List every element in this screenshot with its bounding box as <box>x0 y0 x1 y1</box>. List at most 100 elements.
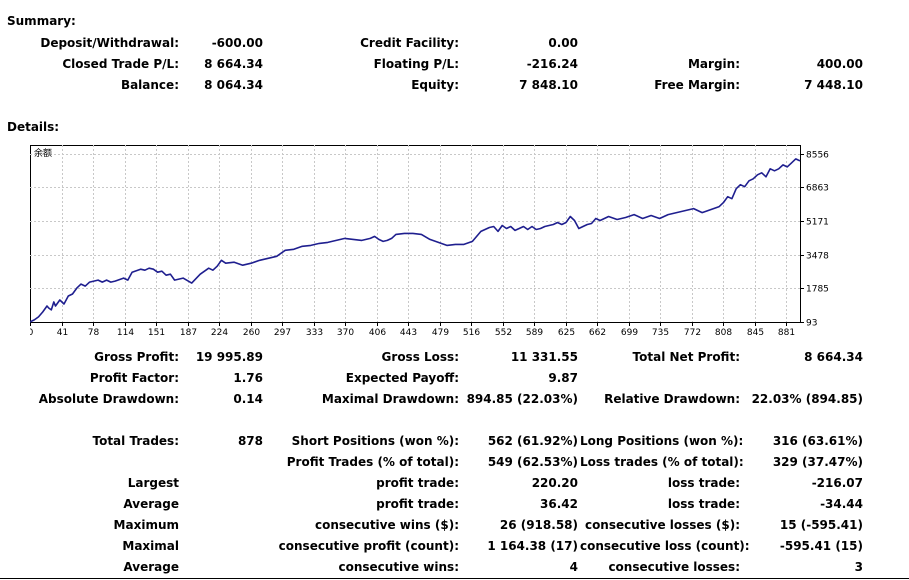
relative-drawdown-label: Relative Drawdown: <box>604 392 740 406</box>
total-net-profit-label: Total Net Profit: <box>632 350 740 364</box>
x-tick-label: 516 <box>463 328 480 338</box>
row-label-1: consecutive wins ($): <box>314 518 459 532</box>
loss-trades-label: Loss trades (% of total): <box>580 455 744 469</box>
balance-label: Balance: <box>120 78 179 92</box>
y-tick-label: 5171 <box>806 218 829 228</box>
x-tick-label: 370 <box>337 328 354 338</box>
row-value-1: 26 (918.58) <box>499 518 578 532</box>
loss-trades-value: 329 (37.47%) <box>772 455 863 469</box>
floating-pl-label: Floating P/L: <box>373 57 459 71</box>
gross-loss-label: Gross Loss: <box>381 350 459 364</box>
row-value-2: -34.44 <box>820 497 863 511</box>
equity-value: 7 848.10 <box>519 78 578 92</box>
row-label-2: consecutive losses ($): <box>584 518 740 532</box>
y-tick-label: 3478 <box>806 252 829 262</box>
x-tick-label: 735 <box>652 328 669 338</box>
x-tick-label: 151 <box>148 328 165 338</box>
absolute-drawdown-value: 0.14 <box>233 392 263 406</box>
x-tick-label: 699 <box>621 328 638 338</box>
series-label: 余额 <box>34 147 52 159</box>
x-tick-label: 772 <box>684 328 701 338</box>
x-tick-label: 662 <box>589 328 606 338</box>
row-value-2: 3 <box>854 560 863 574</box>
row-value-2: 15 (-595.41) <box>779 518 863 532</box>
maximal-drawdown-value: 894.85 (22.03%) <box>466 392 578 406</box>
gross-profit-value: 19 995.89 <box>195 350 263 364</box>
expected-payoff-label: Expected Payoff: <box>345 371 459 385</box>
closed-trade-pl-value: 8 664.34 <box>204 57 263 71</box>
deposit-withdrawal-value: -600.00 <box>211 36 263 50</box>
floating-pl-value: -216.24 <box>526 57 578 71</box>
x-tick-label: 297 <box>274 328 291 338</box>
closed-trade-pl-label: Closed Trade P/L: <box>62 57 179 71</box>
long-positions-value: 316 (63.61%) <box>772 434 863 448</box>
row-value-1: 1 164.38 (17) <box>487 539 578 553</box>
long-positions-label: Long Positions (won %): <box>580 434 744 448</box>
row-value-2: -216.07 <box>811 476 863 490</box>
balance-chart: 93 1785 3478 5171 6863 8556 0 41 78 114 151 187 224 2… <box>28 145 880 340</box>
row-label-1: profit trade: <box>376 476 459 490</box>
x-tick-label: 406 <box>369 328 386 338</box>
row-value-1: 36.42 <box>540 497 578 511</box>
total-net-profit-value: 8 664.34 <box>804 350 863 364</box>
profit-factor-value: 1.76 <box>233 371 263 385</box>
x-tick-label: 41 <box>57 328 68 338</box>
deposit-withdrawal-label: Deposit/Withdrawal: <box>40 36 179 50</box>
row-label-2: consecutive losses: <box>608 560 740 574</box>
summary-title: Summary: <box>7 14 76 28</box>
x-tick-label: 845 <box>747 328 764 338</box>
x-tick-label: 187 <box>180 328 197 338</box>
credit-facility-value: 0.00 <box>548 36 578 50</box>
row-label-2: loss trade: <box>667 476 740 490</box>
bottom-divider <box>0 578 909 579</box>
gross-profit-label: Gross Profit: <box>94 350 179 364</box>
absolute-drawdown-label: Absolute Drawdown: <box>38 392 179 406</box>
row-label-1: consecutive wins: <box>338 560 459 574</box>
profit-trades-label: Profit Trades (% of total): <box>286 455 459 469</box>
balance-line <box>29 158 801 323</box>
x-tick-label: 333 <box>306 328 323 338</box>
total-trades-label: Total Trades: <box>92 434 179 448</box>
credit-facility-label: Credit Facility: <box>360 36 459 50</box>
short-positions-value: 562 (61.92%) <box>487 434 578 448</box>
details-title: Details: <box>7 120 60 134</box>
x-tick-label: 443 <box>400 328 417 338</box>
maximal-drawdown-label: Maximal Drawdown: <box>321 392 459 406</box>
gross-loss-value: 11 331.55 <box>510 350 578 364</box>
y-tick-label: 8556 <box>806 151 829 161</box>
equity-label: Equity: <box>411 78 459 92</box>
x-tick-label: 625 <box>558 328 575 338</box>
x-tick-label: 589 <box>526 328 543 338</box>
x-tick-label: 479 <box>432 328 449 338</box>
total-trades-value: 878 <box>237 434 263 448</box>
x-tick-label: 0 <box>30 328 34 338</box>
free-margin-label: Free Margin: <box>654 78 740 92</box>
row-label-2: consecutive loss (count): <box>580 539 750 553</box>
row-label-1: profit trade: <box>376 497 459 511</box>
row-label-2: loss trade: <box>667 497 740 511</box>
balance-value: 8 064.34 <box>204 78 263 92</box>
x-tick-label: 260 <box>243 328 260 338</box>
relative-drawdown-value: 22.03% (894.85) <box>751 392 863 406</box>
x-tick-label: 808 <box>715 328 732 338</box>
row-value-1: 220.20 <box>531 476 578 490</box>
profit-factor-label: Profit Factor: <box>89 371 179 385</box>
margin-value: 400.00 <box>816 57 863 71</box>
y-tick-label: 1785 <box>806 285 829 295</box>
row-value-2: -595.41 (15) <box>779 539 863 553</box>
x-tick-label: 78 <box>88 328 100 338</box>
margin-label: Margin: <box>687 57 740 71</box>
row-group-label: Largest <box>127 476 179 490</box>
profit-trades-value: 549 (62.53%) <box>487 455 578 469</box>
free-margin-value: 7 448.10 <box>804 78 863 92</box>
x-tick-label: 224 <box>211 328 228 338</box>
row-group-label: Average <box>123 560 179 574</box>
y-tick-label: 6863 <box>806 184 829 194</box>
y-tick-label: 93 <box>806 319 817 329</box>
row-group-label: Average <box>123 497 179 511</box>
row-label-1: consecutive profit (count): <box>278 539 459 553</box>
x-tick-label: 114 <box>117 328 134 338</box>
x-tick-label: 552 <box>495 328 512 338</box>
balance-chart-svg: 93 1785 3478 5171 6863 8556 0 41 78 114 151 187 224 2… <box>28 145 829 338</box>
short-positions-label: Short Positions (won %): <box>291 434 459 448</box>
